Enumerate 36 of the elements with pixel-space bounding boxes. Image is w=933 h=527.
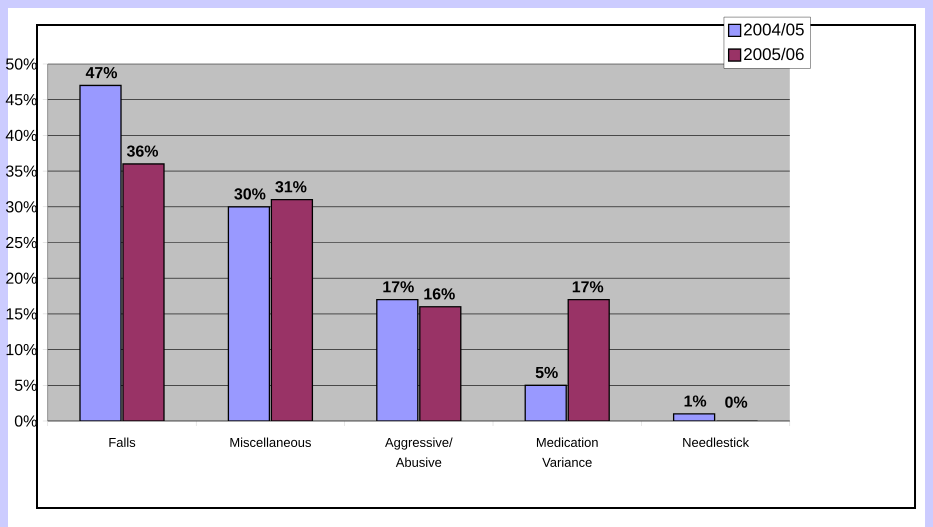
bar [524, 384, 567, 421]
bar [270, 199, 314, 421]
bar [568, 298, 610, 421]
data-label: 5% [536, 366, 558, 378]
data-label: 30% [234, 188, 266, 200]
bar [376, 298, 418, 421]
legend-label: 2005/06 [744, 48, 804, 60]
bar [122, 163, 165, 421]
data-label: 17% [572, 281, 604, 292]
data-label: 31% [275, 181, 306, 192]
y-tick-label: 50% [6, 58, 37, 70]
data-label: 17% [383, 281, 414, 292]
y-tick-label: 40% [6, 130, 37, 142]
bar [79, 84, 122, 421]
data-label: 16% [424, 288, 455, 300]
x-tick-label: Miscellaneous [230, 438, 311, 448]
y-tick-label: 30% [6, 201, 37, 212]
data-label: 0% [725, 396, 748, 408]
y-tick-label: 5% [14, 380, 37, 391]
data-label: 47% [86, 67, 118, 78]
y-tick-label: 15% [6, 308, 37, 320]
x-tick-label: Aggressive/ Abusive [385, 438, 453, 467]
y-tick-label: 20% [6, 272, 37, 284]
y-tick-label: 10% [6, 344, 37, 356]
y-tick-label: 0% [14, 415, 37, 427]
x-tick-label: Falls [109, 438, 136, 448]
y-tick-label: 25% [6, 236, 37, 248]
data-label: 36% [126, 145, 158, 157]
y-tick-label: 45% [6, 94, 37, 106]
data-label: 1% [684, 395, 706, 407]
x-tick-label: Needlestick [683, 438, 750, 448]
y-tick-label: 35% [6, 165, 37, 177]
bar [228, 206, 270, 421]
x-tick-label: Medication Variance [536, 438, 598, 467]
legend-label: 2004/05 [744, 23, 804, 36]
bar [419, 306, 462, 421]
